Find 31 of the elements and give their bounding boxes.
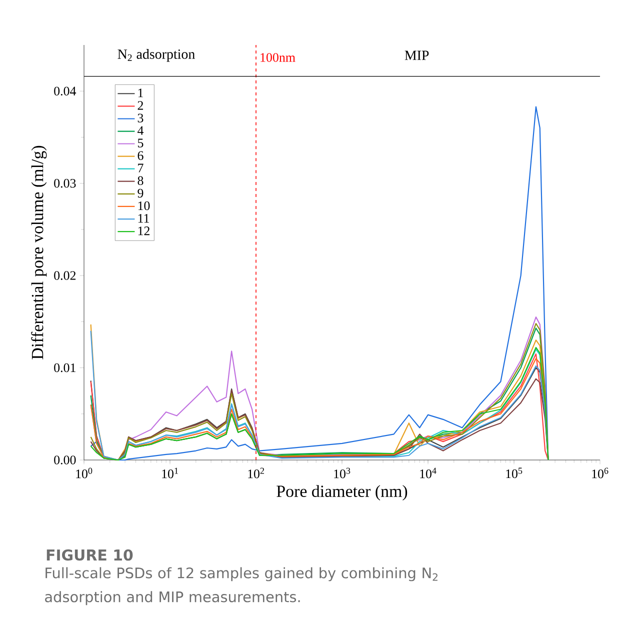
legend-label: 11 — [138, 214, 149, 223]
x-tick-label: 10$^{6}$ — [592, 468, 608, 478]
y-axis-title: Differential pore volume (ml/g) — [31, 146, 47, 360]
x-tick-label: 10$^{4}$ — [420, 468, 436, 478]
text: Full-scale PSDs of 12 samples gained by combining N$_{2}$ adsorption and MIP measurements. — [45, 567, 438, 606]
annotation: N$_{2}$ adsorption — [118, 49, 195, 62]
y-tick-label: 0.02 — [54, 271, 76, 280]
legend-label: 6 — [138, 151, 144, 160]
y-tick-label: 0.00 — [54, 456, 76, 464]
ref-line-label: 100nm — [260, 53, 296, 62]
legend-label: 4 — [138, 126, 144, 135]
y-tick-label: 0.01 — [54, 363, 76, 372]
y-tick-label: 0.03 — [54, 178, 76, 188]
x-tick-label: 10$^{0}$ — [76, 468, 92, 478]
legend-label: 12 — [138, 226, 150, 236]
y-tick-label: 0.04 — [54, 86, 76, 96]
x-axis-title: Pore diameter (nm) — [276, 485, 408, 500]
legend-label: 1 — [138, 88, 143, 98]
legend-label: 9 — [138, 188, 144, 198]
legend-label: 8 — [138, 176, 144, 185]
x-tick-label: 10$^{5}$ — [506, 468, 522, 478]
x-tick-label: 10$^{3}$ — [334, 468, 350, 478]
legend-label: 10 — [138, 201, 150, 210]
legend-label: 2 — [138, 101, 144, 110]
caption: FIGURE 10 — [46, 549, 133, 561]
x-tick-label: 10$^{1}$ — [162, 468, 178, 478]
annotation: MIP — [404, 50, 429, 60]
legend-label: 7 — [138, 164, 144, 172]
legend-label: 5 — [138, 138, 144, 148]
x-tick-label: 10$^{2}$ — [248, 468, 264, 478]
legend-label: 3 — [138, 114, 144, 122]
